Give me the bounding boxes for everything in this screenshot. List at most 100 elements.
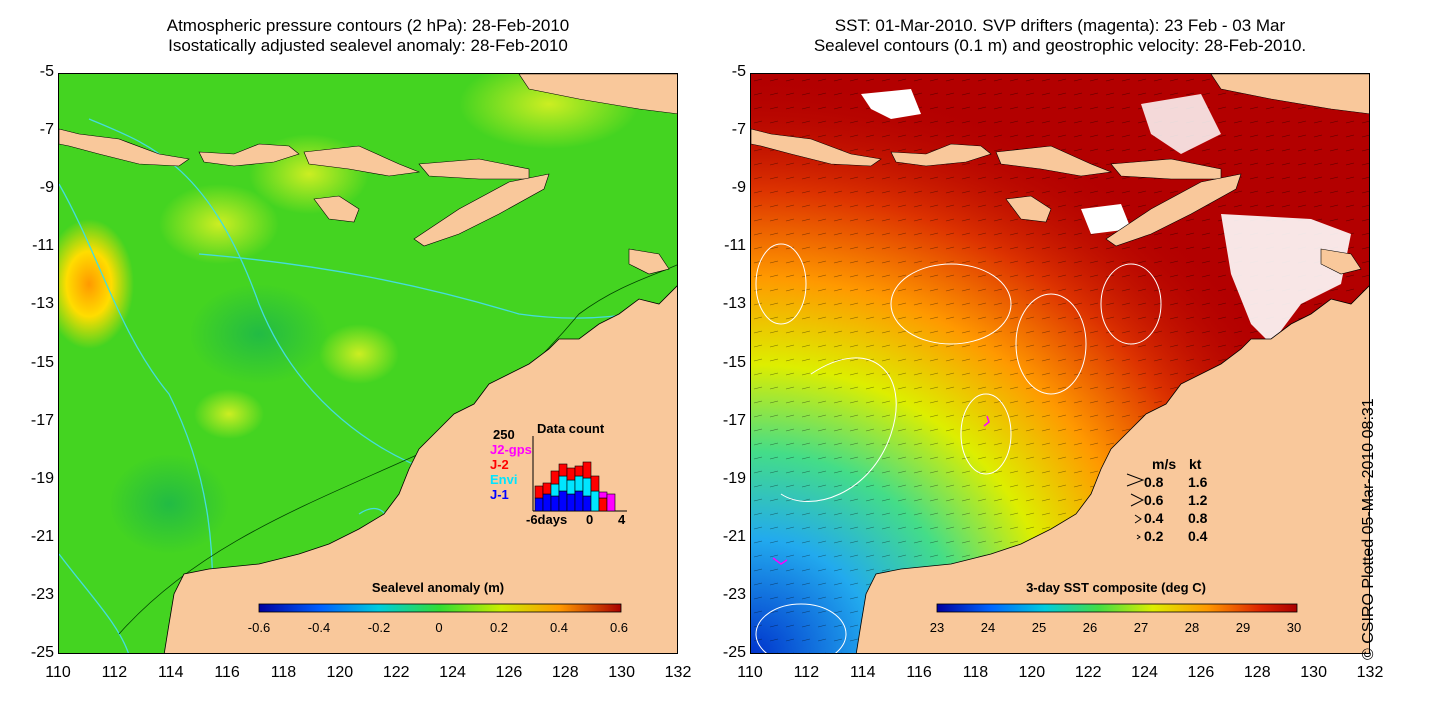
left-lat-tick-label: -5 xyxy=(39,63,54,80)
sla-high-west xyxy=(59,219,134,349)
sst-colorbar-title: 3-day SST composite (deg C) xyxy=(1026,580,1206,595)
inset-legend-envi: Envi xyxy=(490,472,518,487)
sla-tick-3: 0 xyxy=(435,620,443,635)
northern-islands-sst xyxy=(1210,74,1369,115)
right-lon-tick-label: 130 xyxy=(1300,664,1327,681)
velocity-key-kt-2: 0.8 xyxy=(1188,510,1208,526)
left-lon-tick-label: 126 xyxy=(495,664,523,681)
northern-islands xyxy=(518,74,677,115)
bali-lombok-island xyxy=(198,143,300,167)
right-lat-tick-label: -23 xyxy=(722,585,746,603)
timor-island-sst xyxy=(1105,173,1242,247)
left-lat-tick-label: -21 xyxy=(30,527,54,545)
sla-contour-1 xyxy=(755,243,807,325)
java-island xyxy=(59,128,190,167)
inset-xtick-2: 4 xyxy=(618,512,626,527)
left-lon-tick-label: 114 xyxy=(157,664,184,681)
right-lat-tick-label: -25 xyxy=(722,644,746,661)
left-lat-tick-label: -17 xyxy=(30,411,54,429)
sla-contour-4 xyxy=(960,393,1012,475)
inset-legend-j1: J-1 xyxy=(490,487,509,502)
sst-tick-1: 24 xyxy=(980,620,996,635)
sst-tick-7: 30 xyxy=(1286,620,1302,635)
left-lon-tick-label: 118 xyxy=(270,664,297,681)
left-title-line1: Atmospheric pressure contours (2 hPa): 2… xyxy=(166,16,570,35)
velocity-key-ms-2: 0.4 xyxy=(1144,510,1164,526)
java-island-sst xyxy=(751,128,882,167)
csiro-credit: © CSIRO Plotted 05-Mar-2010 08:31 xyxy=(1360,398,1377,660)
melville-island-sst xyxy=(1320,248,1362,275)
left-lon-tick-label: 122 xyxy=(382,664,410,681)
sst-tick-2: 25 xyxy=(1031,620,1047,635)
left-lat-tick-label: -9 xyxy=(39,179,54,197)
left-lat-tick-label: -7 xyxy=(39,121,54,139)
right-lon-tick-label: 116 xyxy=(906,664,932,681)
sst-colorbar xyxy=(936,603,1298,613)
sumbawa-island xyxy=(303,145,421,177)
right-lon-tick-label: 120 xyxy=(1018,664,1046,681)
sla-high-1 xyxy=(159,184,279,264)
left-lon-tick-label: 116 xyxy=(214,664,240,681)
drifter-track-2 xyxy=(772,557,788,565)
right-lat-tick-label: -19 xyxy=(722,469,746,487)
sla-colorbar-title: Sealevel anomaly (m) xyxy=(371,580,505,595)
left-lon-tick-label: 112 xyxy=(101,664,128,681)
sla-contour-2 xyxy=(890,263,1012,345)
sst-tick-3: 26 xyxy=(1082,620,1098,635)
left-lon-tick-label: 132 xyxy=(664,664,692,681)
right-panel-title: SST: 01-Mar-2010. SVP drifters (magenta)… xyxy=(750,16,1370,56)
sst-tick-0: 23 xyxy=(929,620,945,635)
sla-high-3 xyxy=(194,389,264,439)
left-lon-tick-label: 124 xyxy=(439,664,466,681)
sla-high-2 xyxy=(319,324,399,384)
australia-landmass xyxy=(163,285,677,653)
cloud-patch-1 xyxy=(861,89,921,119)
left-lat-tick-label: -23 xyxy=(30,585,54,603)
left-lon-tick-label: 110 xyxy=(45,664,71,681)
sla-contour-7 xyxy=(755,603,847,653)
timor-island xyxy=(413,173,550,247)
velocity-key-header-kt: kt xyxy=(1189,456,1202,472)
right-lat-tick-label: -21 xyxy=(722,527,746,545)
left-panel-title: Atmospheric pressure contours (2 hPa): 2… xyxy=(58,16,678,56)
right-lon-tick-label: 118 xyxy=(962,664,989,681)
velocity-key-kt-3: 0.4 xyxy=(1188,528,1208,544)
left-lat-tick-label: -15 xyxy=(30,353,54,371)
pressure-contour-2 xyxy=(59,183,214,653)
sla-tick-2: -0.2 xyxy=(367,620,391,635)
left-title-line2: Isostatically adjusted sealevel anomaly:… xyxy=(168,36,568,55)
right-lon-tick-label: 124 xyxy=(1131,664,1158,681)
cloud-patch-2 xyxy=(1141,94,1221,154)
cloud-patch-3 xyxy=(1081,204,1131,234)
right-lat-tick-label: -7 xyxy=(731,121,746,139)
right-lon-tick-label: 128 xyxy=(1243,664,1271,681)
sumba-island xyxy=(313,195,360,223)
velocity-key-ms-1: 0.6 xyxy=(1144,492,1164,508)
velocity-key-kt-0: 1.6 xyxy=(1188,474,1208,490)
velocity-key-ms-3: 0.2 xyxy=(1144,528,1164,544)
right-lon-tick-label: 132 xyxy=(1356,664,1384,681)
right-title-line1: SST: 01-Mar-2010. SVP drifters (magenta)… xyxy=(834,16,1286,35)
sumba-island-sst xyxy=(1005,195,1052,223)
velocity-key-arrows xyxy=(1126,473,1145,540)
sst-map xyxy=(750,73,1370,654)
right-lat-tick-label: -15 xyxy=(722,353,746,371)
inset-xtick-1: 0 xyxy=(586,512,594,527)
melville-island xyxy=(628,248,670,275)
left-lat-tick-label: -13 xyxy=(30,295,54,313)
sla-contour-5 xyxy=(1100,263,1162,345)
bali-lombok-island-sst xyxy=(890,143,992,167)
sla-low-2 xyxy=(109,454,229,554)
velocity-key-kt-1: 1.2 xyxy=(1188,492,1208,508)
sumbawa-island-sst xyxy=(995,145,1113,177)
inset-histogram xyxy=(532,436,627,512)
right-lon-tick-label: 112 xyxy=(793,664,820,681)
right-lon-tick-label: 122 xyxy=(1074,664,1102,681)
velocity-key-header-ms: m/s xyxy=(1152,456,1177,472)
sla-tick-1: -0.4 xyxy=(307,620,331,635)
right-lat-tick-label: -9 xyxy=(731,179,746,197)
inset-title: Data count xyxy=(537,421,605,436)
sla-tick-4: 0.2 xyxy=(489,620,509,635)
drifter-track-1 xyxy=(983,415,990,427)
left-lon-tick-label: 130 xyxy=(608,664,635,681)
